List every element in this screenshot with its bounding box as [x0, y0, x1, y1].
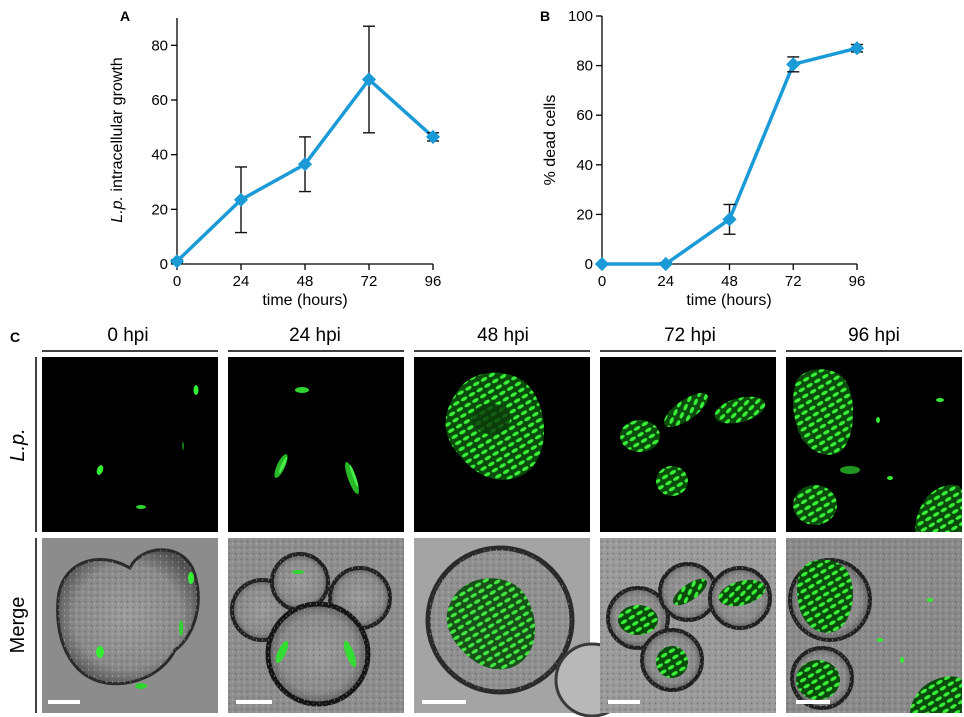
chartA-y-tick-label: 20	[151, 201, 168, 218]
chartB-y-tick-label: 80	[576, 58, 593, 75]
chartB-x-tick-label: 24	[657, 273, 674, 290]
fluorescence-image-0-hpi	[42, 357, 218, 532]
chartA-data-point	[425, 129, 441, 144]
chartB-x-tick-label: 48	[721, 273, 738, 290]
chartB-data-point	[658, 256, 673, 272]
panel-letter-b: B	[540, 8, 550, 24]
column-title-0-hpi: 0 hpi	[107, 325, 148, 346]
chartB-y-tick-label: 60	[576, 107, 593, 124]
chartA-data-point	[297, 157, 313, 172]
merge-image-48-hpi	[414, 538, 630, 717]
chartA-data-point	[233, 192, 249, 207]
fluorescence-image-72-hpi	[600, 357, 776, 532]
chart-a-y-axis-label: L.p. intracellular growth	[109, 57, 126, 222]
row-label-merge: Merge	[7, 597, 29, 654]
chartB-data-point	[722, 212, 737, 227]
chart-a-x-axis-label: time (hours)	[262, 292, 347, 309]
chartB-x-tick-label: 0	[598, 273, 606, 290]
row-label-lp: L.p.	[7, 428, 29, 461]
chart-a-series	[169, 25, 441, 269]
merge-image-96-hpi	[786, 538, 962, 713]
chartB-data-point	[594, 256, 610, 272]
chart-b: 0 20 40 60 80 100 0 24 48 72 96 time (hours) % de…	[542, 8, 865, 309]
chart-a-y-axis-label-italic: L.p.	[109, 196, 126, 223]
column-title-96-hpi: 96 hpi	[848, 325, 900, 346]
chartA-x-tick-label: 72	[361, 273, 378, 290]
chartA-x-tick-label: 24	[233, 273, 250, 290]
merge-image-24-hpi	[228, 538, 404, 713]
chartB-data-point	[786, 57, 801, 72]
chart-b-x-ticks: 0 24 48 72 96	[598, 264, 866, 290]
column-title-24-hpi: 24 hpi	[289, 325, 341, 346]
scale-bar-0-hpi	[48, 700, 80, 704]
chartB-y-tick-label: 100	[568, 8, 593, 25]
chartA-x-tick-label: 0	[173, 273, 181, 290]
scale-bar-72-hpi	[608, 700, 640, 704]
chartA-y-tick-label: 80	[151, 37, 168, 54]
chart-a-x-ticks: 0 24 48 72 96	[173, 264, 442, 290]
merge-image-72-hpi	[600, 538, 776, 713]
chart-a-y-ticks: 0 20 40 60 80	[151, 37, 177, 273]
chartA-x-tick-label: 48	[297, 273, 314, 290]
chartB-x-tick-label: 72	[785, 273, 802, 290]
chartA-y-tick-label: 60	[151, 92, 168, 109]
chartB-y-tick-label: 40	[576, 157, 593, 174]
panel-letter-c: C	[10, 329, 20, 345]
column-title-48-hpi: 48 hpi	[477, 325, 529, 346]
fluorescence-image-24-hpi	[228, 357, 404, 532]
fluorescence-image-96-hpi	[786, 357, 962, 532]
chart-b-y-axis-label: % dead cells	[542, 95, 559, 186]
chartA-y-tick-label: 0	[160, 256, 168, 273]
merge-image-0-hpi	[42, 538, 218, 713]
chart-a-y-axis-label-rest: intracellular growth	[109, 57, 126, 196]
chartA-x-tick-label: 96	[425, 273, 442, 290]
chartA-data-point	[169, 254, 185, 269]
chartB-y-tick-label: 20	[576, 206, 593, 223]
scale-bar-48-hpi	[422, 700, 466, 704]
scale-bar-96-hpi	[796, 700, 830, 704]
panel-letter-a: A	[120, 8, 130, 24]
chartA-y-tick-label: 40	[151, 147, 168, 164]
fluorescence-image-48-hpi	[414, 357, 590, 532]
chartB-x-tick-label: 96	[849, 273, 866, 290]
chartB-y-tick-label: 0	[585, 256, 593, 273]
chartA-data-point	[361, 72, 377, 87]
scale-bar-24-hpi	[236, 700, 272, 704]
column-title-72-hpi: 72 hpi	[664, 325, 716, 346]
chart-a: 0 20 40 60 80 0 24 48 72 96 time (hours) L.p. in…	[109, 18, 441, 309]
chart-b-series	[594, 41, 865, 272]
chartB-data-point	[849, 41, 865, 56]
chart-b-y-ticks: 0 20 40 60 80 100	[568, 8, 602, 273]
micrograph-column-titles: 0 hpi 24 hpi 48 hpi 72 hpi 96 hpi	[42, 325, 962, 352]
chart-b-x-axis-label: time (hours)	[686, 292, 771, 309]
